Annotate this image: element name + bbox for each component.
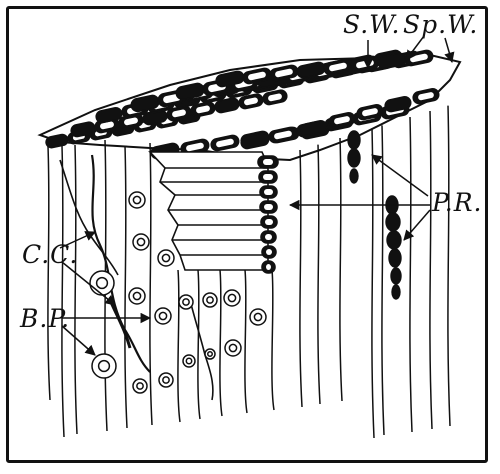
cell-lumens: [45, 49, 440, 160]
bordered-pits: [89, 191, 267, 394]
label-arrows: [59, 35, 455, 356]
longitudinal-fibers: [47, 105, 451, 439]
label-bordered-pit: B.P.: [20, 304, 71, 333]
medullary-ray-block: [148, 151, 279, 274]
label-cambium-cell: C.C.: [22, 240, 79, 269]
label-spring-wood: Sp.W.: [403, 10, 479, 39]
label-summer-wood: S.W.: [343, 10, 401, 39]
spindle-rays: [347, 130, 402, 300]
illustration-frame: [6, 6, 488, 463]
label-pith-ray: P.R.: [432, 188, 483, 217]
